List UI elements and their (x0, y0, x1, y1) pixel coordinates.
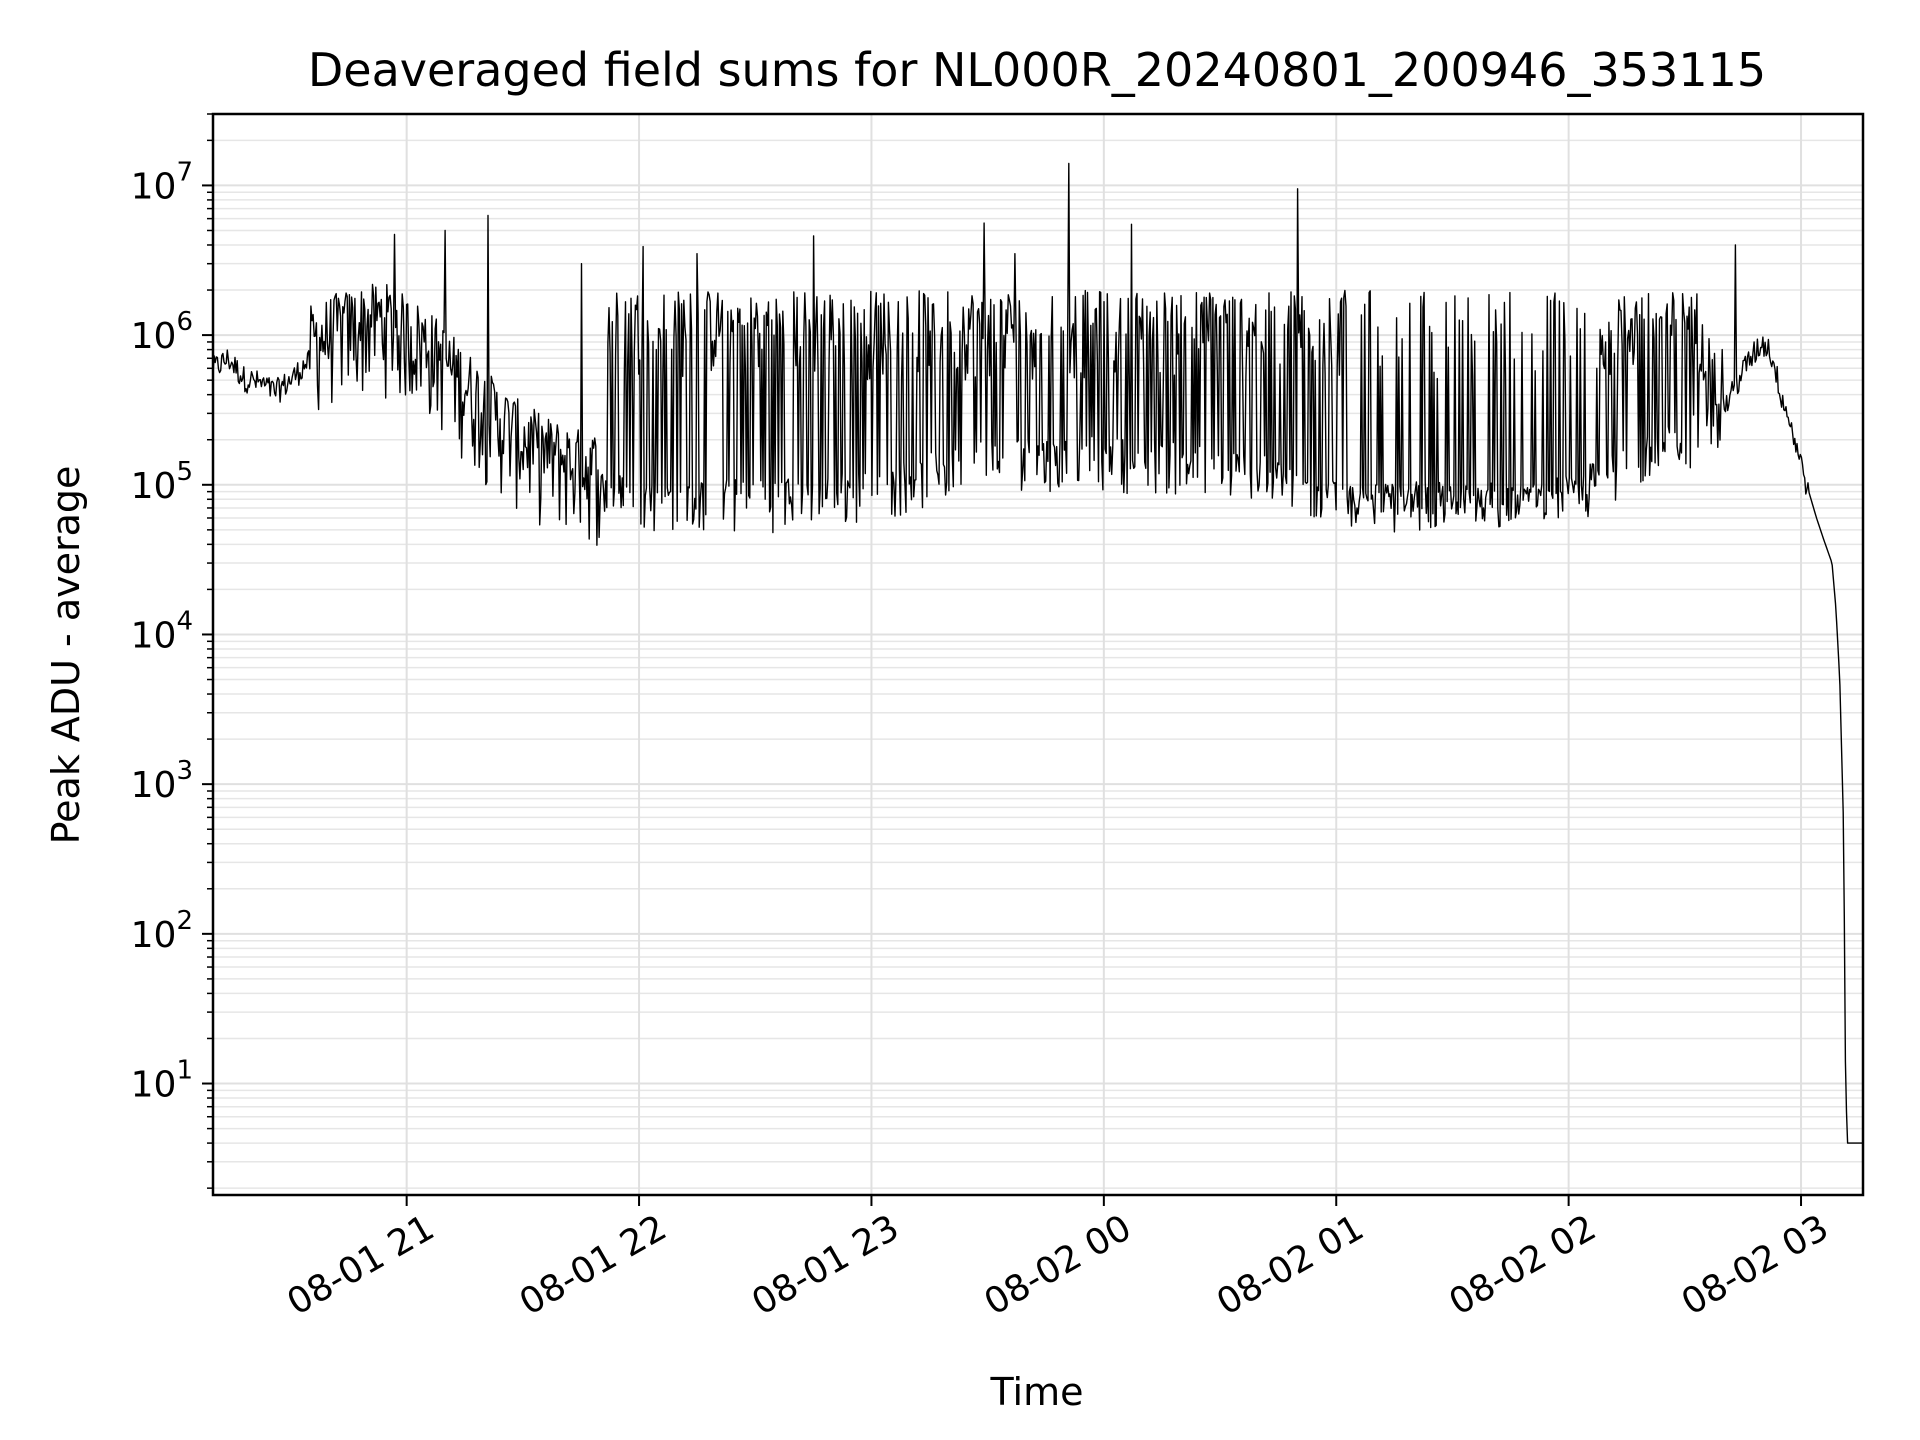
plot-frame (211, 112, 1865, 1197)
x-tick-label: 08-02 00 (978, 1207, 1139, 1323)
chart-title: Deaveraged field sums for NL000R_2024080… (308, 43, 1766, 97)
y-tick-label: 101 (131, 1056, 193, 1106)
y-tick-label: 107 (131, 157, 193, 207)
y-tick-label: 102 (131, 906, 193, 956)
x-axis-label: Time (990, 1370, 1084, 1414)
y-axis-label: Peak ADU - average (44, 466, 88, 845)
x-tick-label: 08-01 21 (280, 1207, 441, 1323)
x-tick-label: 08-01 22 (513, 1207, 674, 1323)
y-axis: 101 102 103 104 105 106 107 (131, 113, 213, 1189)
y-tick-label: 103 (131, 756, 193, 806)
x-axis: 08-01 21 08-01 22 08-01 23 08-02 00 08-02 01… (280, 1195, 1836, 1324)
y-tick-label: 105 (131, 457, 193, 507)
x-tick-label: 08-02 02 (1442, 1207, 1603, 1323)
series-line (212, 162, 1863, 1144)
y-tick-label: 104 (131, 606, 193, 656)
x-tick-label: 08-01 23 (745, 1207, 906, 1323)
x-tick-label: 08-02 03 (1675, 1207, 1836, 1323)
y-tick-label: 106 (131, 307, 193, 357)
minor-gridlines (213, 113, 1863, 1189)
x-tick-label: 08-02 01 (1210, 1207, 1371, 1323)
major-gridlines (213, 114, 1863, 1195)
series-layer (212, 162, 1863, 1144)
